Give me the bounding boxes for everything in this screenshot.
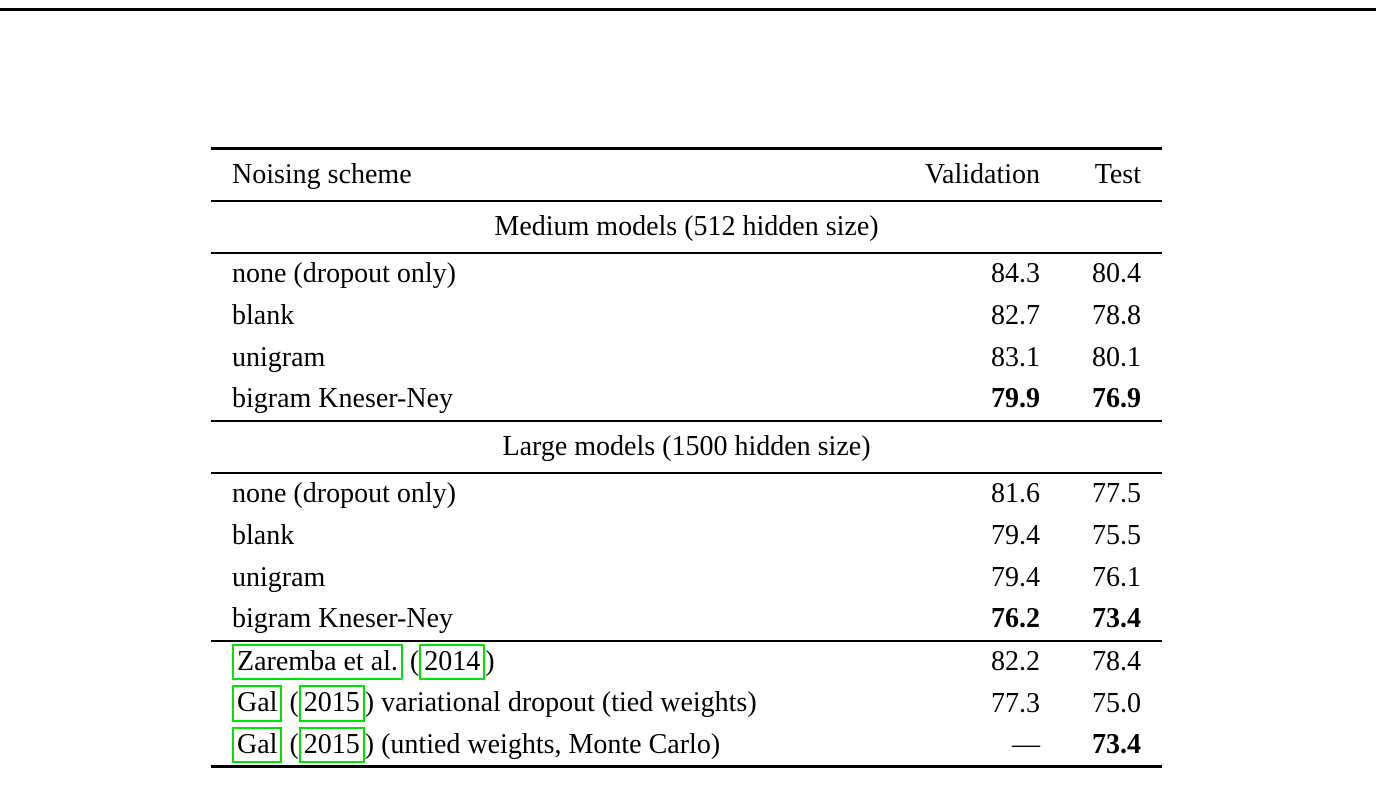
column-header-test: Test — [1094, 158, 1141, 190]
table-row: blank 82.7 78.8 — [211, 295, 1162, 337]
citation-text: ( — [402, 645, 420, 677]
test-cell: 76.9 — [1092, 383, 1141, 414]
test-cell: 76.1 — [1092, 561, 1141, 593]
test-cell: 73.4 — [1092, 603, 1141, 634]
test-cell: 78.8 — [1092, 299, 1141, 331]
scheme-cell: blank — [232, 519, 295, 551]
citation-text: ) variational dropout (tied weights) — [364, 687, 757, 719]
scheme-cell: bigram Kneser-Ney — [232, 383, 454, 414]
citation-year-link[interactable]: 2015 — [298, 685, 365, 722]
validation-cell: — — [1012, 728, 1040, 760]
scheme-cell: bigram Kneser-Ney — [232, 603, 454, 634]
validation-cell: 79.4 — [991, 561, 1040, 593]
section-title: Medium models (512 hidden size) — [494, 210, 879, 242]
test-cell: 80.1 — [1092, 341, 1141, 373]
baseline-row: Gal (2015) (untied weights, Monte Carlo)… — [211, 725, 1162, 767]
table-row: bigram Kneser-Ney 76.2 73.4 — [211, 599, 1162, 641]
test-cell: 78.4 — [1092, 646, 1141, 677]
column-header-validation: Validation — [924, 158, 1040, 190]
test-cell: 75.0 — [1092, 687, 1141, 719]
section-title: Large models (1500 hidden size) — [502, 430, 871, 462]
table-row: unigram 79.4 76.1 — [211, 557, 1162, 599]
table-header-row: Noising scheme Validation Test — [211, 148, 1162, 201]
validation-cell: 77.3 — [991, 687, 1040, 719]
citation-author-link[interactable]: Gal — [232, 685, 283, 722]
scheme-cell: unigram — [232, 561, 326, 593]
citation-year-link[interactable]: 2015 — [298, 726, 365, 763]
test-cell: 77.5 — [1092, 478, 1141, 509]
validation-cell: 83.1 — [991, 341, 1040, 373]
scheme-cell: none (dropout only) — [232, 478, 456, 509]
table-row: none (dropout only) 84.3 80.4 — [211, 253, 1162, 295]
validation-cell: 82.7 — [991, 299, 1040, 331]
section-header-medium-models: Medium models (512 hidden size) — [211, 200, 1162, 253]
validation-cell: 82.2 — [991, 646, 1040, 677]
test-cell: 80.4 — [1092, 258, 1141, 289]
validation-cell: 76.2 — [991, 603, 1040, 634]
validation-cell: 79.4 — [991, 519, 1040, 551]
validation-cell: 84.3 — [991, 258, 1040, 289]
column-header-noising-scheme: Noising scheme — [232, 158, 412, 190]
citation-text: ( — [282, 728, 299, 760]
citation-year-link[interactable]: 2014 — [419, 643, 486, 681]
baseline-row: Gal (2015) variational dropout (tied wei… — [211, 683, 1162, 725]
citation-author-link[interactable]: Gal — [232, 726, 283, 763]
page-top-rule — [0, 8, 1376, 11]
table-row: bigram Kneser-Ney 79.9 76.9 — [211, 379, 1162, 421]
test-cell: 75.5 — [1092, 519, 1141, 551]
table-row: none (dropout only) 81.6 77.5 — [211, 473, 1162, 515]
section-header-large-models: Large models (1500 hidden size) — [211, 420, 1162, 473]
validation-cell: 79.9 — [991, 383, 1040, 414]
citation-cell: Gal (2015) (untied weights, Monte Carlo) — [211, 725, 890, 767]
scheme-cell: blank — [232, 299, 295, 331]
citation-author-link[interactable]: Zaremba et al. — [232, 643, 403, 681]
citation-text: ) — [485, 645, 495, 677]
citation-cell: Zaremba et al. (2014) — [211, 641, 890, 683]
scheme-cell: none (dropout only) — [232, 258, 456, 289]
scheme-cell: unigram — [232, 341, 326, 373]
validation-cell: 81.6 — [991, 478, 1040, 509]
table-row: unigram 83.1 80.1 — [211, 337, 1162, 379]
citation-text: ) (untied weights, Monte Carlo) — [364, 728, 721, 760]
results-table: Noising scheme Validation Test Medium mo… — [211, 147, 1162, 768]
table-row: blank 79.4 75.5 — [211, 515, 1162, 557]
citation-cell: Gal (2015) variational dropout (tied wei… — [211, 683, 890, 725]
citation-text: ( — [282, 687, 299, 719]
test-cell: 73.4 — [1092, 728, 1141, 760]
baseline-row: Zaremba et al. (2014) 82.2 78.4 — [211, 640, 1162, 683]
